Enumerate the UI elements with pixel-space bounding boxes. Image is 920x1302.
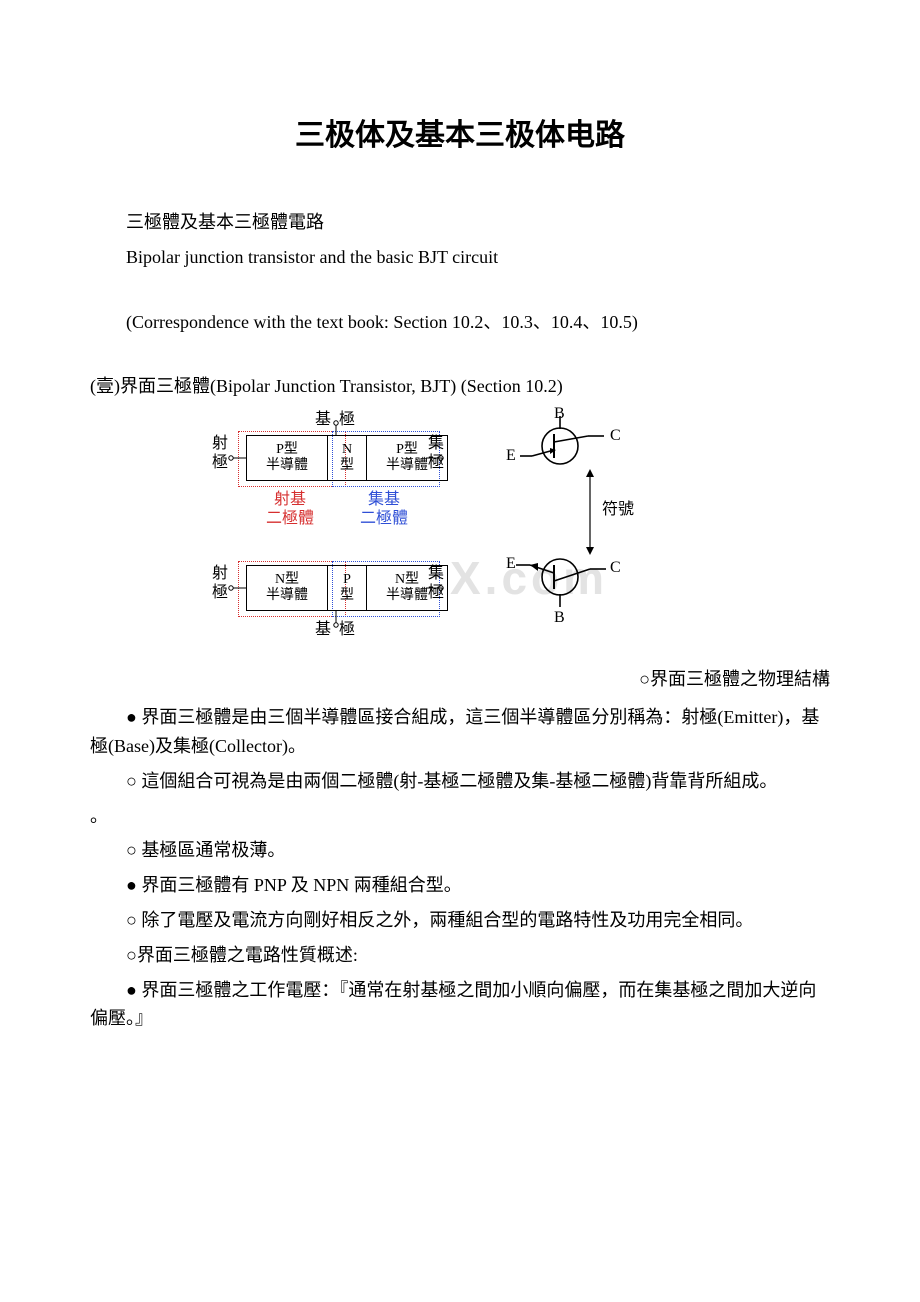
- bullet-7: ● 界面三極體之工作電壓：『通常在射基極之間加小順向偏壓，而在集基極之間加大逆向…: [90, 976, 830, 1034]
- subtitle-cn: 三極體及基本三極體電路: [90, 208, 830, 237]
- page-title: 三极体及基本三极体电路: [90, 110, 830, 154]
- section-heading: (壹)界面三極體(Bipolar Junction Transistor, BJ…: [90, 372, 830, 401]
- label-symbol-arrow: 符號: [602, 501, 634, 519]
- diagram-caption-row: ○界面三極體之物理結構: [90, 665, 830, 691]
- pnp-structure: P型半導體 N型 P型半導體: [246, 435, 448, 481]
- bjt-structure-diagram: X.com 基 極 射 極 集 極 P型半導體 N型 P型半導體: [90, 411, 830, 661]
- cell-n-left: N型半導體: [247, 566, 328, 610]
- cell-p-left: P型半導體: [247, 436, 328, 480]
- bullet-3: ○ 基極區通常极薄。: [90, 836, 830, 865]
- label-B-bot: B: [554, 609, 565, 627]
- label-eb-diode: 射基二極體: [266, 491, 314, 528]
- diagram-wires: [90, 411, 830, 661]
- document-page: 三极体及基本三极体电路 三極體及基本三極體電路 Bipolar junction…: [0, 0, 920, 1099]
- diagram-caption: ○界面三極體之物理結構: [639, 665, 830, 691]
- label-emitter-top: 射 極: [212, 435, 228, 472]
- bullet-1: ● 界面三極體是由三個半導體區接合組成，這三個半導體區分別稱為：射極(Emitt…: [90, 703, 830, 761]
- label-C-bot: C: [610, 559, 621, 577]
- bullet-2: ○ 這個組合可視為是由兩個二極體(射-基極二極體及集-基極二極體)背靠背所組成。: [90, 767, 830, 796]
- label-collector-top: 集 極: [428, 435, 444, 472]
- label-E-bot: E: [506, 555, 516, 573]
- bullet-2-tail: 。: [90, 802, 830, 831]
- bullet-4: ● 界面三極體有 PNP 及 NPN 兩種組合型。: [90, 871, 830, 900]
- npn-structure: N型半導體 P型 N型半導體: [246, 565, 448, 611]
- label-cb-diode: 集基二極體: [360, 491, 408, 528]
- correspondence: (Correspondence with the text book: Sect…: [90, 308, 830, 337]
- cell-p-mid: P型: [328, 566, 367, 610]
- label-base-top: 基 極: [315, 411, 357, 429]
- bullet-6: ○界面三極體之電路性質概述:: [90, 941, 830, 970]
- label-C-top: C: [610, 427, 621, 445]
- cell-n-mid: N型: [328, 436, 367, 480]
- label-emitter-bot: 射 極: [212, 565, 228, 602]
- label-B-top: B: [554, 405, 565, 423]
- label-base-bot: 基 極: [315, 621, 357, 639]
- label-E-top: E: [506, 447, 516, 465]
- label-collector-bot: 集 極: [428, 565, 444, 602]
- bullet-5: ○ 除了電壓及電流方向剛好相反之外，兩種組合型的電路特性及功用完全相同。: [90, 906, 830, 935]
- subtitle-en: Bipolar junction transistor and the basi…: [90, 243, 830, 272]
